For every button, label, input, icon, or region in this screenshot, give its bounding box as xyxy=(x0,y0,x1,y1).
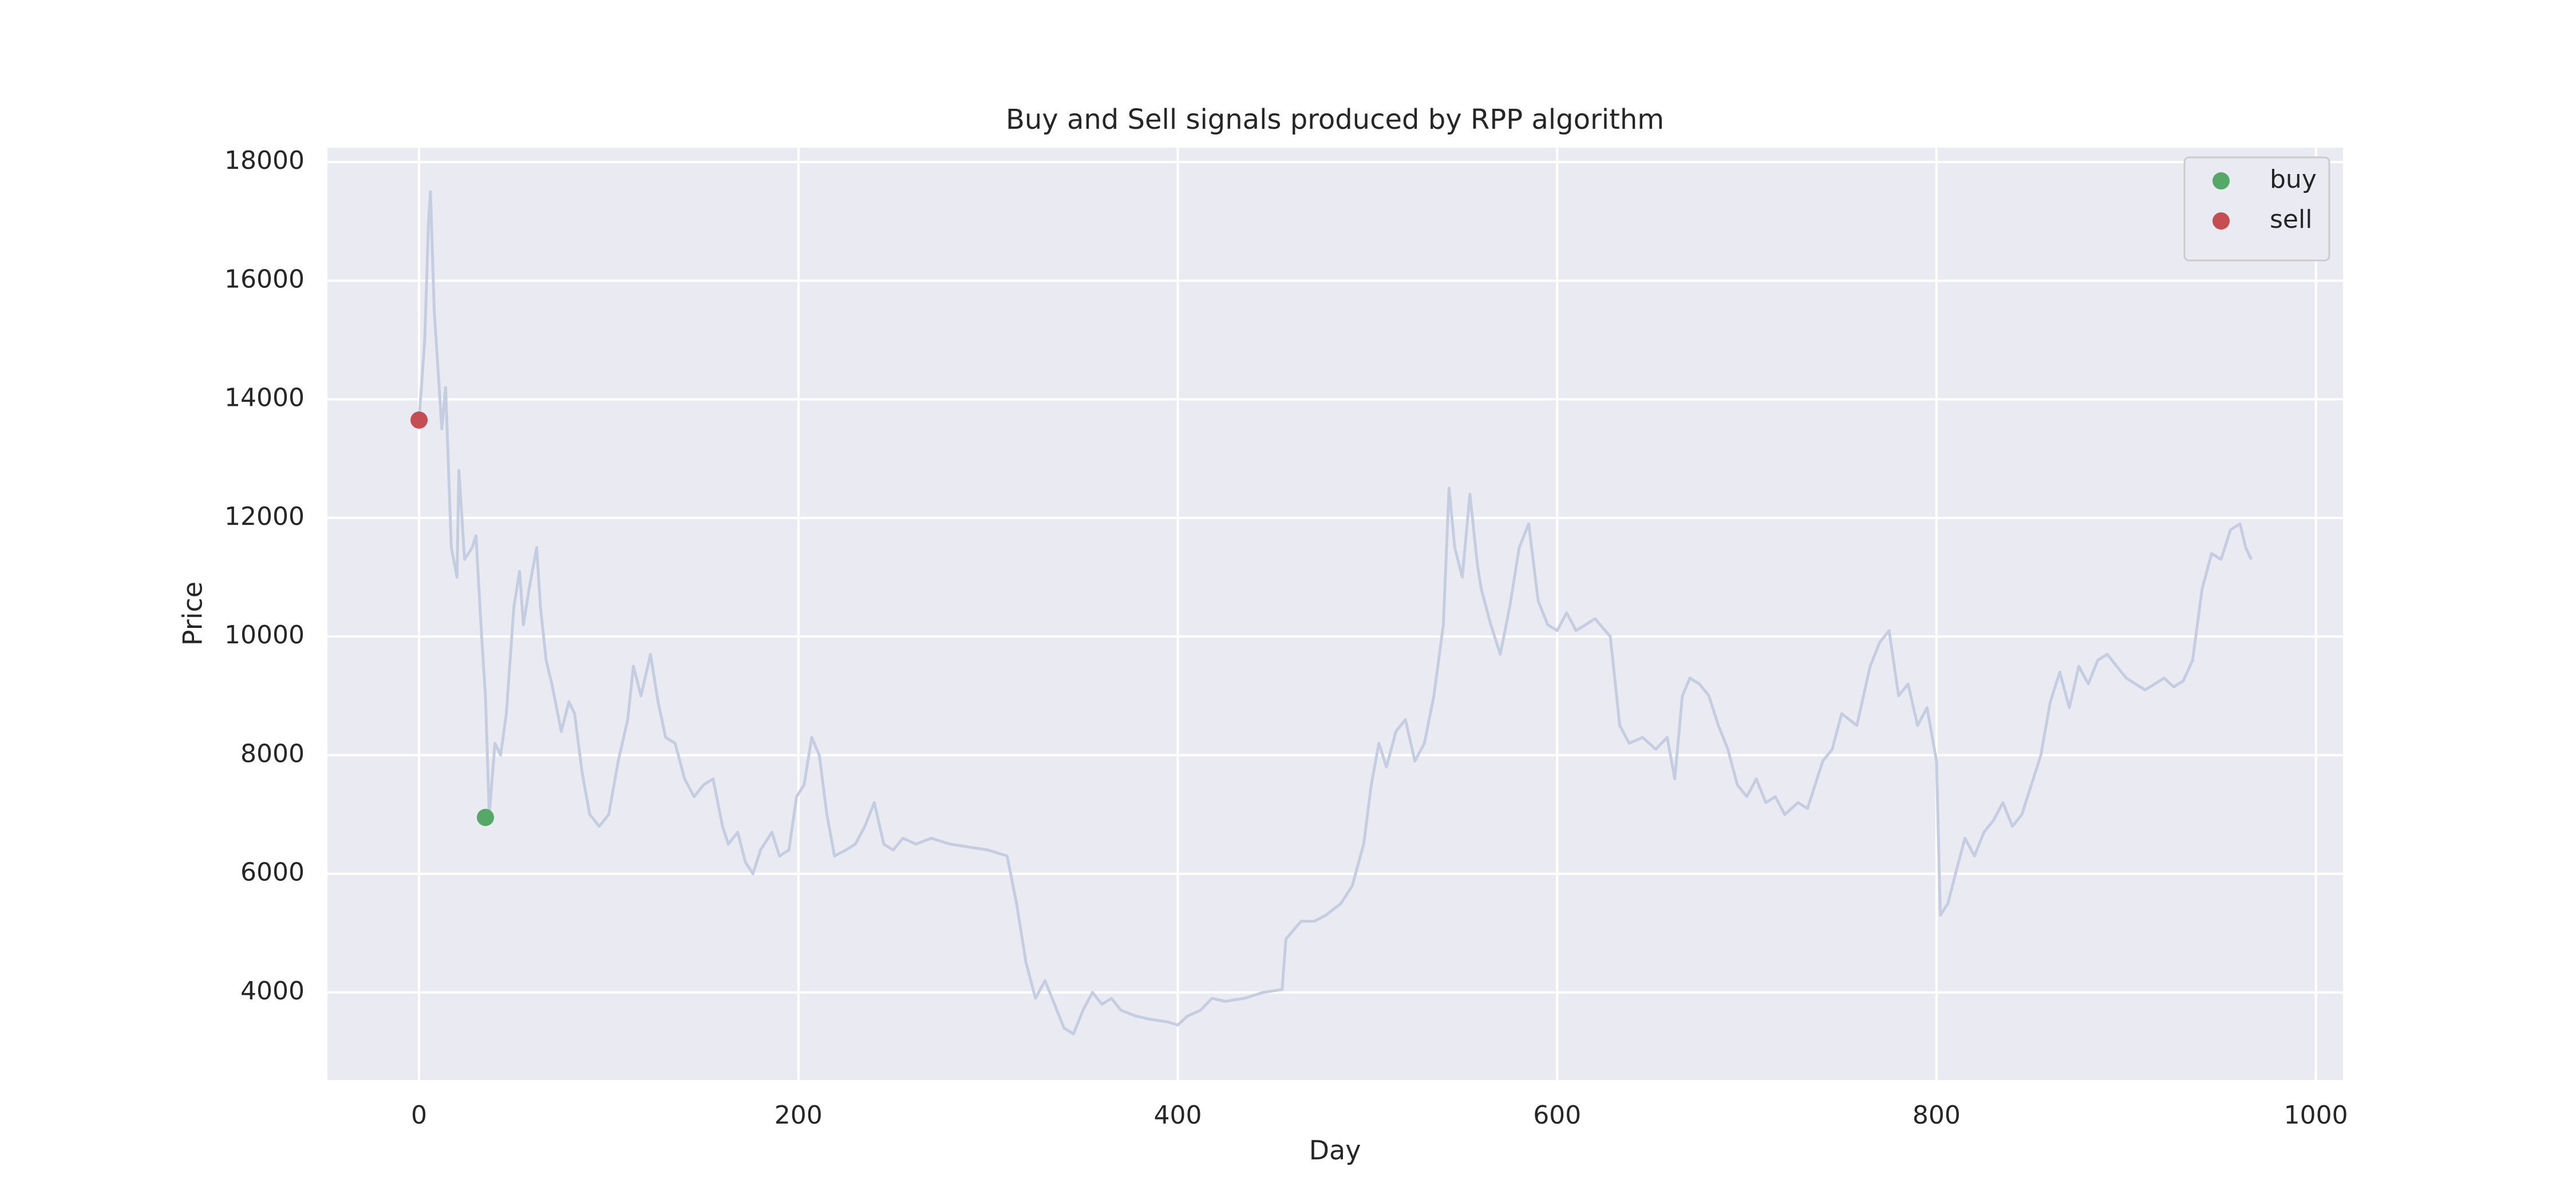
y-tick-label: 16000 xyxy=(224,264,305,294)
y-tick-label: 18000 xyxy=(224,146,305,175)
y-tick-label: 10000 xyxy=(224,620,305,650)
y-tick-label: 4000 xyxy=(240,976,305,1006)
x-axis-label: Day xyxy=(1309,1135,1361,1166)
legend-marker xyxy=(2212,212,2230,230)
x-tick-label: 200 xyxy=(775,1101,823,1130)
chart-title: Buy and Sell signals produced by RPP alg… xyxy=(1006,104,1664,136)
plot-area xyxy=(327,148,2343,1080)
x-tick-label: 800 xyxy=(1913,1101,1961,1130)
legend-label: buy xyxy=(2270,165,2317,194)
x-tick-label: 1000 xyxy=(2284,1101,2348,1130)
y-axis-label: Price xyxy=(177,582,208,646)
y-tick-label: 14000 xyxy=(224,383,305,413)
legend-label: sell xyxy=(2270,205,2312,234)
signal-point xyxy=(410,411,428,429)
legend-marker xyxy=(2212,172,2230,189)
y-tick-label: 12000 xyxy=(224,502,305,531)
y-tick-label: 8000 xyxy=(240,739,305,768)
y-tick-label: 6000 xyxy=(240,858,305,887)
x-tick-label: 600 xyxy=(1533,1101,1581,1130)
signal-point xyxy=(477,809,495,827)
x-tick-label: 0 xyxy=(411,1101,427,1130)
price-line xyxy=(417,190,2253,1035)
x-tick-label: 400 xyxy=(1153,1101,1202,1130)
